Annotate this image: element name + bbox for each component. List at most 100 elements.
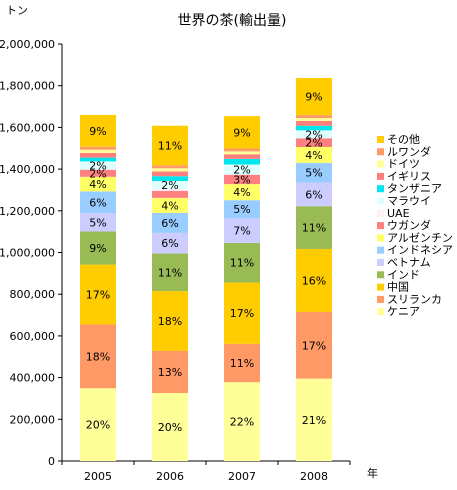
data-label: 9% (233, 126, 250, 139)
bar-segment (80, 146, 116, 150)
legend-label: ケニア (387, 305, 420, 318)
data-label: 11% (158, 266, 182, 279)
bar-segment (152, 188, 188, 191)
bar-segment (80, 149, 116, 153)
legend-swatch (377, 246, 384, 254)
legend-label: ルワンダ (387, 144, 431, 158)
bar-segment (152, 393, 188, 461)
data-label: 7% (233, 225, 250, 238)
legend-label: イギリス (387, 170, 431, 183)
legend-swatch (377, 136, 384, 143)
bar-segment (224, 382, 260, 461)
legend-swatch (377, 295, 384, 303)
legend-label: UAE (387, 207, 410, 220)
x-tick-label: 2006 (156, 470, 184, 483)
data-label: 6% (89, 196, 106, 209)
x-tick-label: 2007 (228, 470, 256, 483)
bar-segment (296, 118, 332, 121)
legend-swatch (377, 234, 384, 242)
data-label: 2% (305, 137, 322, 150)
y-tick-label: 1,800,000 (0, 80, 55, 93)
bar-segment (296, 311, 332, 379)
bar-segment (80, 231, 116, 265)
data-label: 6% (161, 237, 178, 250)
x-axis: 2005 2006 2007 2008 (61, 460, 351, 483)
data-label: 2% (89, 167, 106, 180)
bar-segment (152, 253, 188, 292)
legend-swatch (377, 172, 384, 180)
bar-segment (296, 146, 332, 163)
legend-swatch (377, 209, 384, 217)
bar-segment (80, 176, 116, 192)
y-axis: 0 200,000 400,000 600,000 800,000 1,000,000 1,… (0, 38, 63, 468)
data-label: 18% (86, 350, 110, 363)
data-label: 11% (230, 357, 254, 370)
data-label: 16% (302, 274, 326, 287)
bar-segment (80, 191, 116, 214)
bar-segment (296, 378, 332, 461)
data-label: 9% (89, 242, 106, 255)
data-label: 11% (302, 222, 326, 235)
y-tick-label: 600,000 (10, 330, 56, 343)
y-tick-label: 1,200,000 (0, 205, 55, 218)
bars: 20%18%17%9%5%6%4%2%2%9%20%13%18%11%6%6%4… (80, 77, 332, 461)
data-label: 18% (158, 315, 182, 328)
bar-segment (80, 324, 116, 389)
bar-segment (152, 212, 188, 233)
data-label: 11% (230, 257, 254, 270)
data-label: 5% (89, 216, 106, 229)
data-label: 4% (161, 199, 178, 212)
bar-segment (152, 232, 188, 254)
bar-segment (152, 168, 188, 172)
legend-label: 中国 (387, 281, 409, 294)
data-label: 13% (158, 366, 182, 379)
data-label: 2% (161, 179, 178, 192)
data-label: 2% (89, 160, 106, 173)
legend-label: アルゼンチン (387, 231, 453, 244)
bar-segment (224, 154, 260, 159)
y-tick-label: 1,400,000 (0, 163, 55, 176)
legend-swatch (377, 283, 384, 291)
bar-segment (80, 213, 116, 232)
y-tick-label: 200,000 (10, 413, 56, 426)
bar-segment (296, 206, 332, 249)
y-tick-label: 800,000 (10, 288, 56, 301)
x-tick-label: 2008 (300, 470, 328, 483)
data-label: 2% (305, 128, 322, 141)
bar-segment (296, 138, 332, 147)
bar-segment (296, 115, 332, 119)
bar-segment (152, 350, 188, 394)
y-tick-label: 400,000 (10, 372, 56, 385)
bar-segment (152, 165, 188, 169)
data-label: 6% (305, 188, 322, 201)
data-label: 9% (89, 125, 106, 138)
legend-swatch (377, 308, 384, 316)
bar-segment (224, 218, 260, 243)
bar-segment (224, 282, 260, 344)
bar-segment (152, 176, 188, 181)
bar-segment (80, 152, 116, 158)
data-label: 2% (233, 164, 250, 177)
legend: その他ルワンダドイツイギリスタンザニアマラウイUAEウガンダアルゼンチンインドネ… (377, 133, 453, 318)
bar-segment (152, 190, 188, 198)
legend-swatch (377, 185, 384, 193)
data-label: 5% (233, 203, 250, 216)
bar-segment (152, 197, 188, 213)
bar-segment (152, 180, 188, 189)
legend-label: ドイツ (387, 158, 420, 171)
bar-segment (224, 158, 260, 165)
legend-swatch (377, 197, 384, 205)
legend-label: ウガンダ (387, 218, 431, 232)
legend-swatch (377, 222, 384, 230)
bar-segment (80, 161, 116, 170)
legend-label: ベトナム (387, 256, 431, 269)
bar-segment (80, 169, 116, 177)
bar-segment (224, 343, 260, 383)
legend-swatch (377, 259, 384, 266)
bar-segment (224, 151, 260, 155)
legend-swatch (377, 148, 384, 156)
data-label: 9% (305, 91, 322, 104)
bar-segment (224, 164, 260, 175)
bar-segment (224, 200, 260, 219)
